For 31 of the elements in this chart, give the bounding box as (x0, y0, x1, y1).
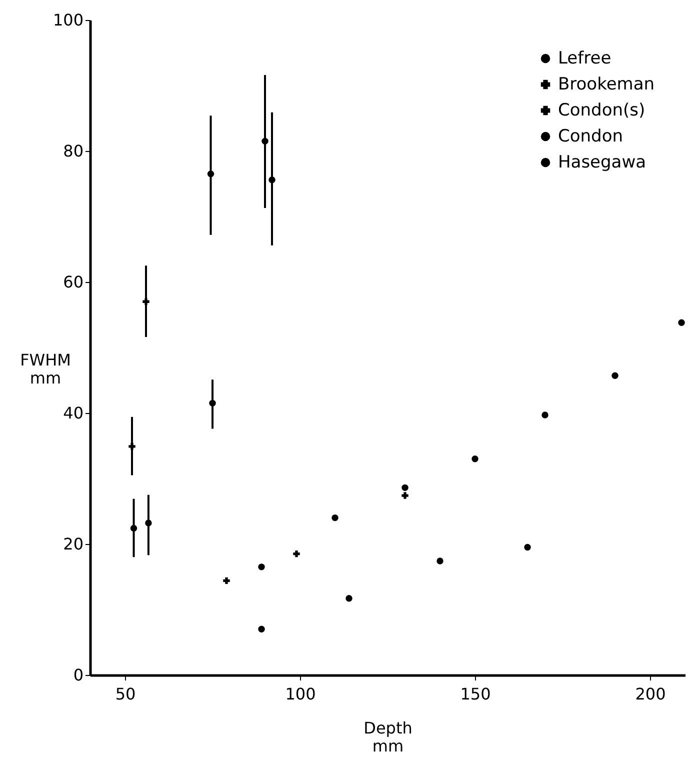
y-axis-title: FWHM mm (20, 350, 71, 388)
point (472, 456, 478, 462)
legend-label: Hasegawa (558, 152, 646, 172)
y-tick-label: 40 (63, 404, 84, 422)
y-tick-label: 0 (73, 666, 84, 684)
point (346, 595, 352, 602)
point (332, 514, 338, 522)
x-axis-title: Depth mm (364, 718, 412, 756)
y-tick-label: 80 (63, 142, 84, 160)
y-tick-label: 60 (63, 272, 84, 292)
x-tick-label: 100 (285, 684, 316, 704)
point (542, 412, 548, 418)
point (223, 577, 230, 584)
x-tick-label: 150 (460, 684, 491, 704)
legend-label: Lefree (558, 48, 612, 68)
point (402, 484, 408, 492)
y-tick-label: 100 (52, 10, 84, 30)
y-tick-label: 20 (63, 534, 84, 554)
x-tick-label: 50 (115, 684, 136, 704)
point (436, 558, 444, 564)
point (524, 544, 531, 551)
legend-label: Condon(s) (558, 100, 646, 120)
legend-label: Condon (558, 126, 624, 146)
legend-label: Brookeman (558, 74, 655, 94)
x-tick-label: 200 (635, 684, 666, 704)
point (293, 550, 300, 558)
point (258, 564, 265, 570)
point (678, 319, 685, 326)
point (402, 492, 408, 499)
point (258, 626, 265, 632)
point (612, 372, 618, 380)
